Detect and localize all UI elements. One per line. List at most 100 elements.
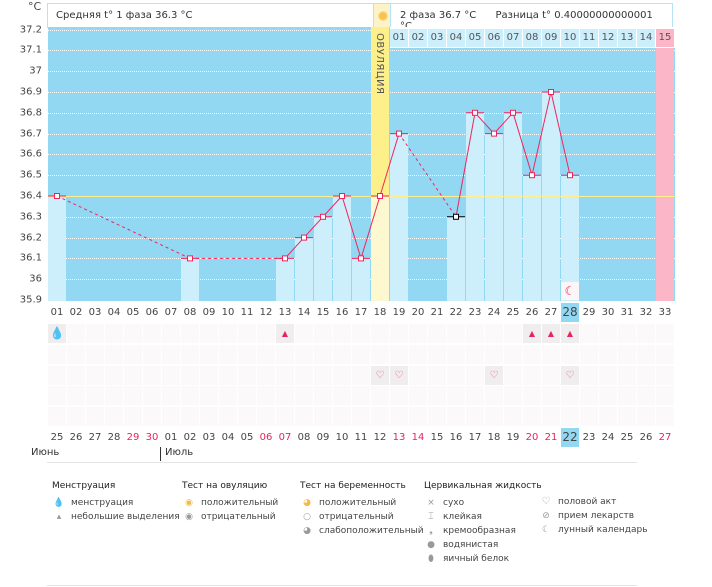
symptom-cell[interactable] — [637, 407, 655, 426]
symptom-cell[interactable] — [656, 324, 674, 343]
cycle-day[interactable]: 17 — [352, 303, 370, 322]
symptom-cell[interactable] — [276, 366, 294, 385]
symptom-cell[interactable] — [124, 386, 142, 405]
calendar-date[interactable]: 15 — [428, 428, 446, 447]
symptom-cell[interactable] — [181, 407, 199, 426]
cycle-day[interactable]: 21 — [428, 303, 446, 322]
symptom-cell[interactable] — [314, 324, 332, 343]
calendar-date[interactable]: 14 — [409, 428, 427, 447]
symptom-cell[interactable] — [656, 345, 674, 364]
cycle-day[interactable]: 06 — [143, 303, 161, 322]
symptom-cell[interactable] — [124, 366, 142, 385]
calendar-date[interactable]: 18 — [485, 428, 503, 447]
symptom-cell[interactable] — [637, 366, 655, 385]
cycle-day[interactable]: 31 — [618, 303, 636, 322]
cycle-day[interactable]: 27 — [542, 303, 560, 322]
calendar-date[interactable]: 16 — [447, 428, 465, 447]
symptom-cell[interactable] — [48, 407, 66, 426]
spotting-icon[interactable]: ▲ — [523, 324, 541, 343]
symptom-cell[interactable] — [276, 345, 294, 364]
symptom-cell[interactable] — [333, 407, 351, 426]
calendar-date[interactable]: 24 — [599, 428, 617, 447]
symptom-cell[interactable] — [67, 386, 85, 405]
symptom-cell[interactable] — [618, 407, 636, 426]
symptom-cell[interactable] — [48, 386, 66, 405]
symptom-cell[interactable] — [105, 407, 123, 426]
symptom-cell[interactable] — [428, 407, 446, 426]
symptom-cell[interactable] — [238, 366, 256, 385]
spotting-icon[interactable]: ▲ — [542, 324, 560, 343]
symptom-cell[interactable] — [238, 407, 256, 426]
symptom-cell[interactable] — [162, 324, 180, 343]
symptom-cell[interactable] — [314, 366, 332, 385]
calendar-date[interactable]: 01 — [162, 428, 180, 447]
symptom-cell[interactable] — [86, 345, 104, 364]
symptom-cell[interactable] — [181, 386, 199, 405]
cycle-day[interactable]: 23 — [466, 303, 484, 322]
symptom-cell[interactable] — [371, 386, 389, 405]
calendar-date[interactable]: 11 — [352, 428, 370, 447]
symptom-cell[interactable] — [485, 324, 503, 343]
calendar-date[interactable]: 25 — [618, 428, 636, 447]
symptom-cell[interactable] — [295, 366, 313, 385]
symptom-cell[interactable] — [200, 407, 218, 426]
symptom-cell[interactable] — [409, 366, 427, 385]
cycle-day[interactable]: 13 — [276, 303, 294, 322]
cycle-day[interactable]: 19 — [390, 303, 408, 322]
symptom-cell[interactable] — [447, 324, 465, 343]
symptom-cell[interactable] — [200, 345, 218, 364]
symptom-cell[interactable] — [143, 366, 161, 385]
symptom-cell[interactable] — [105, 386, 123, 405]
symptom-cell[interactable] — [86, 386, 104, 405]
symptom-cell[interactable] — [276, 386, 294, 405]
symptom-cell[interactable] — [200, 366, 218, 385]
symptom-cell[interactable] — [637, 345, 655, 364]
symptom-cell[interactable] — [542, 366, 560, 385]
symptom-cell[interactable] — [542, 345, 560, 364]
intercourse-icon[interactable]: ♡ — [390, 366, 408, 385]
symptom-cell[interactable] — [618, 324, 636, 343]
symptom-cell[interactable] — [143, 324, 161, 343]
symptom-cell[interactable] — [181, 324, 199, 343]
symptom-cell[interactable] — [618, 366, 636, 385]
symptom-cell[interactable] — [162, 407, 180, 426]
symptom-cell[interactable] — [67, 324, 85, 343]
symptom-cell[interactable] — [295, 386, 313, 405]
symptom-cell[interactable] — [447, 386, 465, 405]
symptom-cell[interactable] — [181, 366, 199, 385]
calendar-date[interactable]: 13 — [390, 428, 408, 447]
symptom-cell[interactable] — [314, 407, 332, 426]
symptom-cell[interactable] — [409, 386, 427, 405]
symptom-cell[interactable] — [466, 324, 484, 343]
symptom-cell[interactable] — [257, 366, 275, 385]
symptom-cell[interactable] — [86, 366, 104, 385]
symptom-cell[interactable] — [257, 407, 275, 426]
symptom-cell[interactable] — [409, 345, 427, 364]
calendar-date[interactable]: 28 — [105, 428, 123, 447]
symptom-cell[interactable] — [67, 366, 85, 385]
cycle-day[interactable]: 33 — [656, 303, 674, 322]
symptom-cell[interactable] — [67, 345, 85, 364]
cycle-day[interactable]: 26 — [523, 303, 541, 322]
symptom-cell[interactable] — [162, 366, 180, 385]
symptom-cell[interactable] — [428, 366, 446, 385]
symptom-cell[interactable] — [580, 407, 598, 426]
symptom-cell[interactable] — [143, 345, 161, 364]
symptom-cell[interactable] — [504, 407, 522, 426]
symptom-cell[interactable] — [523, 345, 541, 364]
symptom-cell[interactable] — [257, 324, 275, 343]
calendar-date[interactable]: 10 — [333, 428, 351, 447]
calendar-date[interactable]: 26 — [67, 428, 85, 447]
symptom-cell[interactable] — [504, 345, 522, 364]
symptom-cell[interactable] — [333, 366, 351, 385]
symptom-cell[interactable] — [200, 324, 218, 343]
cycle-day[interactable]: 29 — [580, 303, 598, 322]
symptom-cell[interactable] — [314, 386, 332, 405]
symptom-cell[interactable] — [580, 386, 598, 405]
calendar-date[interactable]: 06 — [257, 428, 275, 447]
cycle-day[interactable]: 12 — [257, 303, 275, 322]
cycle-day[interactable]: 14 — [295, 303, 313, 322]
symptom-cell[interactable] — [124, 407, 142, 426]
calendar-date[interactable]: 07 — [276, 428, 294, 447]
symptom-cell[interactable] — [485, 407, 503, 426]
